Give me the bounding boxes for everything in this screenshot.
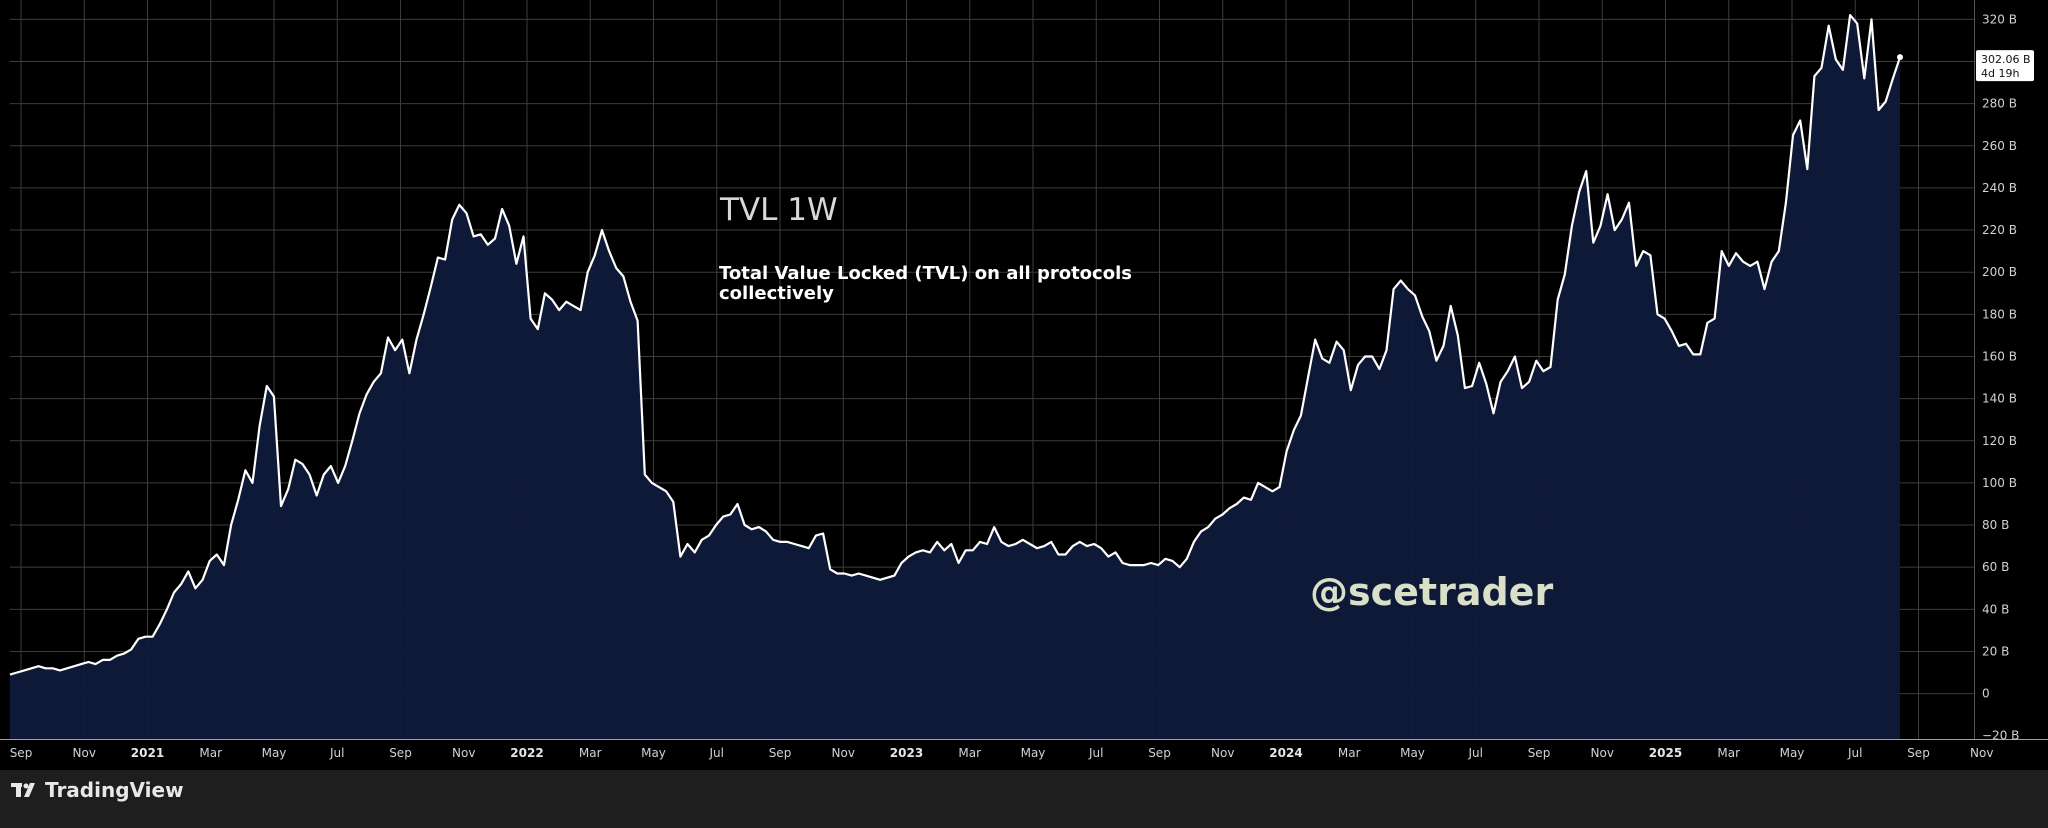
y-tick-label: 140 B <box>1982 392 2017 406</box>
y-tick-label: 280 B <box>1982 97 2017 111</box>
y-tick-label: 240 B <box>1982 181 2017 195</box>
last-value-marker: 302.06 B 4d 19h <box>1976 50 2034 82</box>
x-tick-label: May <box>1780 746 1805 760</box>
x-tick-label: Nov <box>1591 746 1614 760</box>
x-tick-label: Mar <box>199 746 222 760</box>
x-tick-label: Jul <box>329 746 344 760</box>
time-axis <box>0 739 2048 770</box>
tradingview-brand-name: TradingView <box>45 778 184 802</box>
x-tick-label: Sep <box>1907 746 1930 760</box>
x-tick-label: 2021 <box>131 746 164 760</box>
series-line <box>9 14 1902 676</box>
x-tick-label: 2022 <box>510 746 543 760</box>
x-tick-label: 2023 <box>890 746 923 760</box>
x-tick-label: Sep <box>389 746 412 760</box>
x-tick-label: Mar <box>1717 746 1740 760</box>
y-tick-label: 120 B <box>1982 434 2017 448</box>
x-tick-label: Sep <box>769 746 792 760</box>
last-point <box>1897 54 1903 61</box>
x-tick-label: Jul <box>1847 746 1862 760</box>
x-tick-label: Jul <box>709 746 724 760</box>
x-tick-label: Mar <box>958 746 981 760</box>
footer: TradingView <box>0 770 2048 828</box>
x-tick-label: Jul <box>1088 746 1103 760</box>
x-tick-label: Nov <box>452 746 475 760</box>
last-value-tag <box>1976 50 2034 82</box>
x-tick-label: 2025 <box>1649 746 1682 760</box>
y-tick-label: 100 B <box>1982 476 2017 490</box>
y-tick-label: 80 B <box>1982 518 2009 532</box>
price-axis <box>1974 0 2048 770</box>
x-tick-label: Nov <box>832 746 855 760</box>
y-tick-label: 180 B <box>1982 307 2017 321</box>
x-tick-label: Sep <box>1528 746 1551 760</box>
y-tick-label: 260 B <box>1982 139 2017 153</box>
y-tick-label: 0 <box>1982 687 1990 701</box>
y-tick-label: −20 B <box>1982 729 2019 743</box>
tradingview-logo-icon <box>11 782 39 798</box>
x-tick-label: Mar <box>579 746 602 760</box>
x-tick-label: Nov <box>1211 746 1234 760</box>
x-tick-label: Jul <box>1468 746 1483 760</box>
x-tick-label: Nov <box>73 746 96 760</box>
x-tick-label: May <box>1021 746 1046 760</box>
time-axis-background <box>0 739 2048 770</box>
series-area <box>10 15 1900 740</box>
author-watermark: @scetrader <box>1310 570 1553 614</box>
chart-title: TVL 1W <box>719 192 838 228</box>
chart-subtitle-line-1: Total Value Locked (TVL) on all protocol… <box>719 263 1132 284</box>
x-tick-label: Mar <box>1338 746 1361 760</box>
y-tick-label: 220 B <box>1982 223 2017 237</box>
x-tick-label: May <box>262 746 287 760</box>
y-tick-label: 20 B <box>1982 644 2009 658</box>
price-axis-background <box>1974 0 2048 770</box>
x-tick-label: 2024 <box>1269 746 1302 760</box>
tradingview-brand[interactable]: TradingView <box>11 778 184 802</box>
x-tick-label: May <box>1400 746 1425 760</box>
chart-subtitle-line-2: collectively <box>719 283 834 304</box>
last-value-label: 302.06 B <box>1981 53 2031 66</box>
chart-area-layer <box>9 14 1903 740</box>
countdown-label: 4d 19h <box>1981 67 2019 80</box>
y-tick-label: 60 B <box>1982 560 2009 574</box>
x-tick-label: Sep <box>10 746 33 760</box>
y-tick-label: 200 B <box>1982 265 2017 279</box>
y-tick-label: 320 B <box>1982 12 2017 26</box>
x-tick-label: Nov <box>1970 746 1993 760</box>
y-tick-label: 160 B <box>1982 349 2017 363</box>
y-tick-label: 40 B <box>1982 602 2009 616</box>
x-tick-labels: Sep Nov 2021 Mar May Jul Sep Nov 2022 Mar May Jul Se… <box>10 746 1994 760</box>
x-tick-label: May <box>641 746 666 760</box>
x-tick-label: Sep <box>1148 746 1171 760</box>
